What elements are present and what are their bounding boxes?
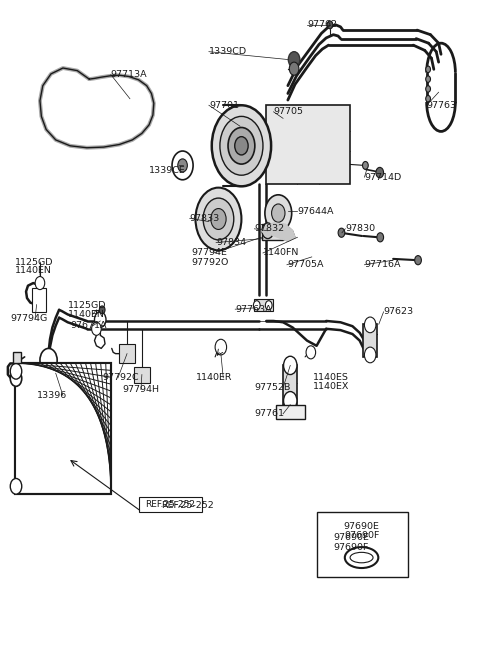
Bar xyxy=(317,512,408,577)
Text: REF.25-252: REF.25-252 xyxy=(145,500,196,509)
Circle shape xyxy=(327,21,333,29)
Circle shape xyxy=(212,105,271,186)
Text: 97713A: 97713A xyxy=(111,70,147,79)
Polygon shape xyxy=(15,364,111,494)
Circle shape xyxy=(415,255,421,265)
Text: 1339CE: 1339CE xyxy=(149,166,186,175)
Text: 1140EN: 1140EN xyxy=(68,310,105,319)
Bar xyxy=(266,105,350,183)
Ellipse shape xyxy=(350,552,373,563)
Circle shape xyxy=(289,62,299,75)
Text: 97832: 97832 xyxy=(254,224,285,233)
Circle shape xyxy=(288,52,300,67)
Text: 97623: 97623 xyxy=(384,307,414,316)
Circle shape xyxy=(376,168,384,178)
Text: 97671A: 97671A xyxy=(70,321,107,330)
Circle shape xyxy=(362,162,368,170)
Circle shape xyxy=(95,312,106,328)
Circle shape xyxy=(10,371,22,386)
Text: 97690E: 97690E xyxy=(333,533,369,542)
Circle shape xyxy=(265,195,292,231)
Circle shape xyxy=(377,233,384,242)
Text: 97830: 97830 xyxy=(345,224,375,233)
Text: 97794E: 97794E xyxy=(191,248,227,257)
Circle shape xyxy=(10,364,22,379)
Bar xyxy=(15,364,111,494)
Circle shape xyxy=(235,137,248,155)
Text: 97752B: 97752B xyxy=(254,383,291,392)
Text: 97833: 97833 xyxy=(190,214,220,223)
Circle shape xyxy=(92,322,101,335)
Text: 1140EX: 1140EX xyxy=(313,383,349,392)
Text: 97690F: 97690F xyxy=(344,531,379,540)
Circle shape xyxy=(178,159,187,172)
Text: 97794G: 97794G xyxy=(10,314,48,323)
Text: 1125GD: 1125GD xyxy=(15,257,54,267)
Text: 1140FN: 1140FN xyxy=(263,248,300,257)
Circle shape xyxy=(426,66,431,73)
Bar xyxy=(262,223,283,240)
Text: 97792C: 97792C xyxy=(103,373,139,383)
Bar xyxy=(276,405,305,419)
Circle shape xyxy=(253,301,260,310)
Text: 13396: 13396 xyxy=(36,391,67,400)
Circle shape xyxy=(99,306,105,314)
Circle shape xyxy=(338,228,345,237)
Bar xyxy=(15,364,111,494)
Bar xyxy=(12,352,21,364)
Text: 1140ER: 1140ER xyxy=(196,373,232,383)
Text: 97761: 97761 xyxy=(254,409,284,419)
Circle shape xyxy=(211,208,226,229)
Circle shape xyxy=(203,198,234,240)
Text: 97690E: 97690E xyxy=(344,521,380,531)
Circle shape xyxy=(195,187,241,250)
Bar xyxy=(120,344,135,364)
Circle shape xyxy=(364,317,376,333)
Circle shape xyxy=(220,117,263,175)
Circle shape xyxy=(284,356,297,375)
Text: 1339CD: 1339CD xyxy=(209,47,247,56)
Text: 97716A: 97716A xyxy=(364,260,401,269)
Circle shape xyxy=(265,301,272,310)
Circle shape xyxy=(40,348,57,372)
Circle shape xyxy=(306,346,316,359)
Text: 97834: 97834 xyxy=(216,238,246,247)
Circle shape xyxy=(215,339,227,355)
Text: 97701: 97701 xyxy=(209,101,239,110)
Text: 97794H: 97794H xyxy=(123,385,160,394)
Bar xyxy=(254,299,273,311)
Text: 97762: 97762 xyxy=(307,20,337,29)
Circle shape xyxy=(426,96,431,102)
Bar xyxy=(134,367,151,383)
Ellipse shape xyxy=(345,547,378,568)
Circle shape xyxy=(35,276,45,290)
Circle shape xyxy=(426,86,431,92)
Circle shape xyxy=(364,347,376,363)
Circle shape xyxy=(10,479,22,494)
Text: REF.25-252: REF.25-252 xyxy=(161,501,214,510)
Circle shape xyxy=(284,392,297,410)
Text: 97792O: 97792O xyxy=(191,257,228,267)
Bar xyxy=(283,365,298,405)
Bar xyxy=(363,324,377,357)
Circle shape xyxy=(44,364,53,377)
Text: 97644A: 97644A xyxy=(298,207,334,215)
Text: 1125GD: 1125GD xyxy=(68,301,106,310)
Text: 1140EN: 1140EN xyxy=(15,266,52,275)
Polygon shape xyxy=(262,223,295,241)
Text: 97763A: 97763A xyxy=(235,305,272,314)
Circle shape xyxy=(272,204,285,222)
Text: 97705A: 97705A xyxy=(287,260,324,269)
Circle shape xyxy=(262,223,274,238)
Text: 97763: 97763 xyxy=(427,101,457,110)
Bar xyxy=(32,288,46,312)
Text: 97705: 97705 xyxy=(274,107,303,117)
Circle shape xyxy=(426,76,431,83)
Text: 97714D: 97714D xyxy=(364,173,402,181)
Circle shape xyxy=(172,151,193,179)
Bar xyxy=(140,497,202,512)
Text: 1140ES: 1140ES xyxy=(313,373,349,383)
Text: 97690F: 97690F xyxy=(333,542,369,552)
Circle shape xyxy=(228,128,255,164)
